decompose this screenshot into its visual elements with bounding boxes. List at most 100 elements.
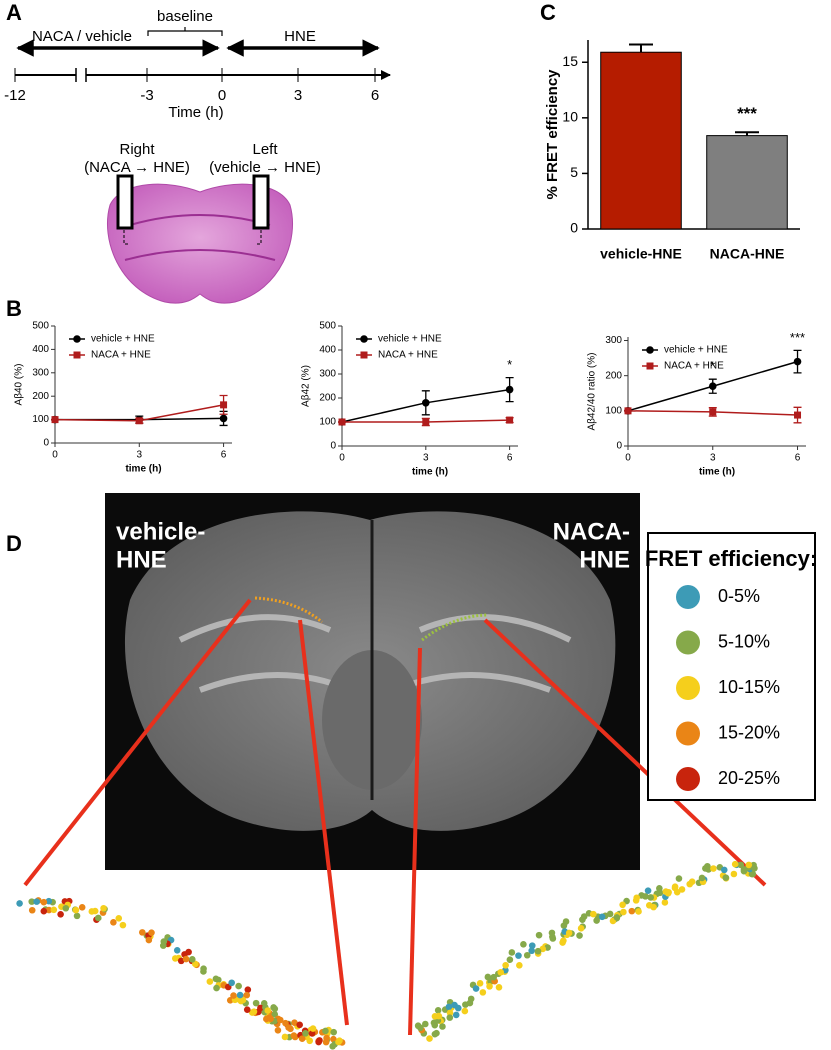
marker [422,418,430,426]
fret-dot [422,1020,429,1028]
y-tick-label: 200 [319,393,336,404]
fret-dot [119,921,127,929]
x-tick-label: 6 [795,453,801,464]
y-tick-label: 100 [605,405,622,416]
fret-dot [645,902,653,909]
bar [706,135,788,230]
fret-dot [579,916,586,923]
marker [51,416,59,424]
fret-dot [439,1023,446,1030]
marker [338,418,346,426]
y-tick-label: 5 [570,164,578,180]
x-tick-label: 6 [507,453,513,464]
legend-marker [646,362,654,370]
fret-dot [620,908,627,916]
legend-swatch [676,721,700,746]
panel-label: B [6,296,22,321]
x-tick-label: 6 [221,450,227,461]
fret-dot [730,870,738,878]
y-tick-label: 15 [562,53,578,69]
fret-dots [16,860,758,1050]
fret-dot [445,1003,453,1011]
fret-dot [576,932,583,939]
fret-dot [508,949,516,956]
fret-dot [308,1030,316,1037]
fret-dot [452,1011,460,1019]
fret-dot [534,947,542,955]
fret-dot [466,999,474,1007]
y-axis-label: Aβ42/40 ratio (%) [587,352,598,430]
fret-dot [686,880,694,888]
legend-label: vehicle + HNE [378,334,442,345]
y-tick-label: 300 [319,369,336,380]
timeline-tick: 0 [218,87,226,104]
fret-dot [565,929,573,937]
marker [506,416,514,424]
fret-dot [323,1034,330,1042]
y-tick-label: 400 [32,344,49,355]
fret-dot [702,865,709,872]
fret-dot [671,883,679,891]
fret-dot [506,956,514,964]
y-tick-label: 10 [562,109,578,125]
fret-dot [330,1028,338,1036]
fret-dot [698,874,706,882]
annotation: *** [737,104,757,123]
panel-label: C [540,0,556,25]
timeline-tick: 6 [371,87,379,104]
fret-dot [745,861,753,869]
legend-marker [73,335,81,343]
fret-dot [282,1019,289,1027]
legend-swatch [676,630,700,655]
fret-dot [451,1001,458,1009]
fret-dot [73,912,81,920]
fret-dot [562,918,570,925]
legend-marker [73,351,81,359]
legend-marker [360,335,368,343]
y-tick-label: 0 [330,441,336,452]
panel-label: A [6,0,22,25]
fret-dot [417,1024,424,1032]
fret-dot [479,989,487,996]
legend-label: NACA + HNE [664,361,724,372]
fret-dot [281,1033,289,1041]
fret-dot [710,865,717,872]
timeline-tick: 3 [294,87,302,104]
marker [624,407,632,415]
legend-swatch [676,676,700,700]
timeline-xlabel: Time (h) [168,104,223,121]
fret-dot [329,1042,336,1050]
fret-dot [237,997,245,1005]
x-tick-label: 3 [710,453,716,464]
y-axis-label: Aβ40 (%) [14,364,25,406]
fret-dot [490,973,497,981]
timeline [14,27,391,82]
y-axis-label: % FRET efficiency [544,69,561,200]
fret-dot [431,1013,439,1020]
fret-dot [148,929,155,936]
fret-dot [426,1035,433,1042]
fret-dot [212,975,220,983]
fret-dot [675,875,683,882]
fret-dot [28,898,36,905]
timeline-tick: -12 [4,87,26,104]
map-label: HNE [116,546,167,573]
annotation: * [507,357,512,372]
legend-marker [360,351,368,359]
fret-dot [751,864,758,872]
legend-marker [646,346,654,354]
legend-swatch [676,585,700,609]
y-tick-label: 400 [319,345,336,356]
fret-dot [644,887,652,894]
fret-dot [230,992,237,999]
legend-label: 20-25% [718,768,780,788]
zoom-lines [23,598,767,1036]
fret-dot [722,874,730,881]
fret-dot [315,1038,322,1046]
y-tick-label: 100 [32,414,49,425]
fret-dot [188,956,196,963]
fret-dot [446,1014,454,1021]
legend-label: NACA + HNE [91,350,151,361]
marker [220,401,228,409]
fret-dot [516,962,523,969]
